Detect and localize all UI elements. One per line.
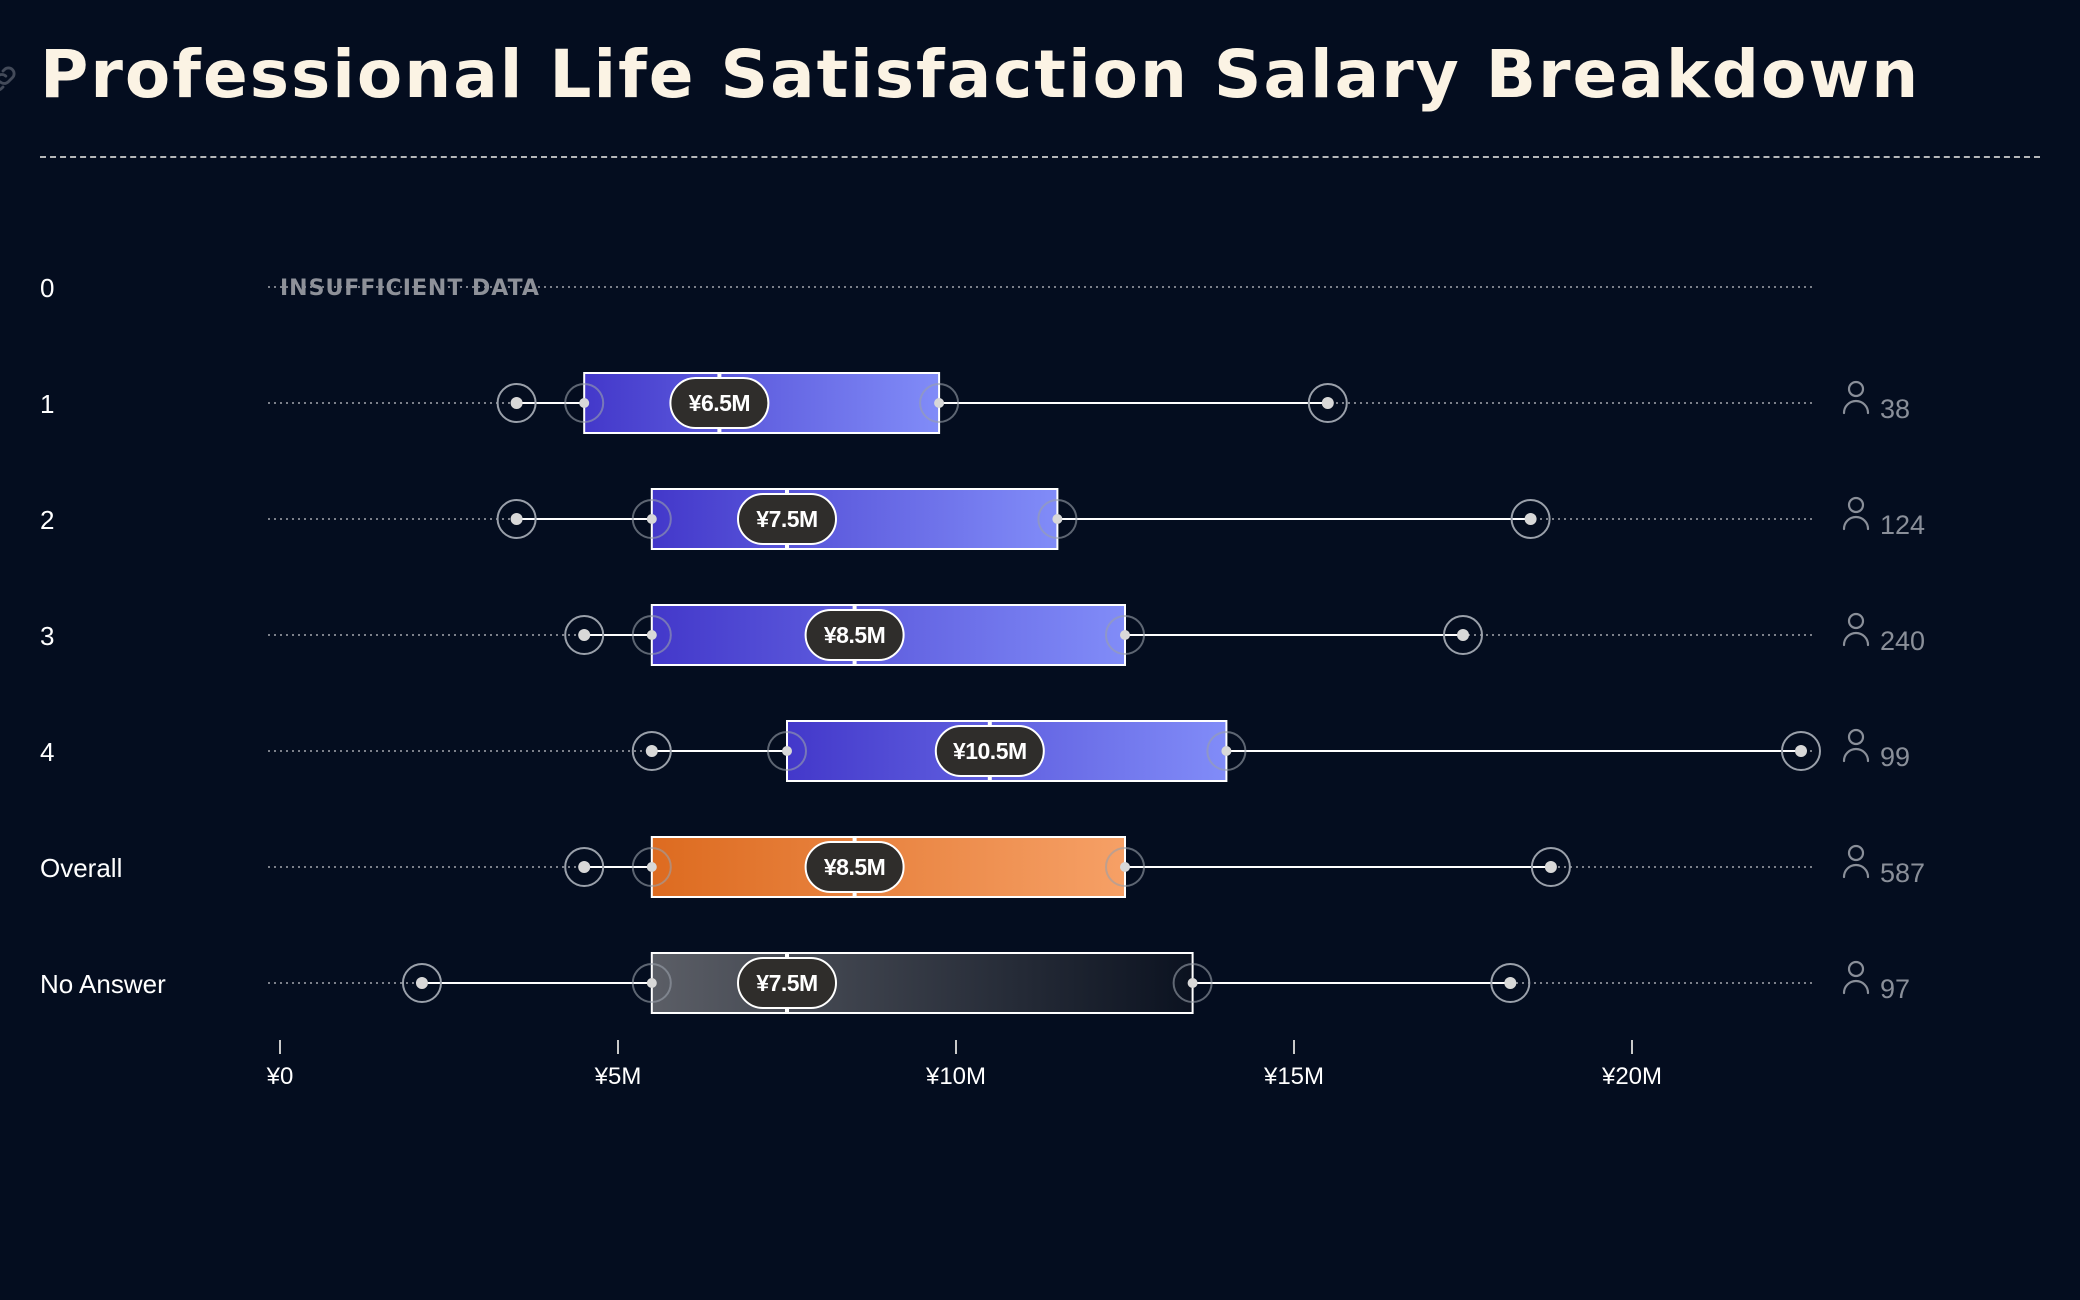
median-value-label: ¥6.5M <box>689 390 750 416</box>
box-row-overall: Overall ¥8.5M 587 <box>40 836 1925 898</box>
respondent-count: 124 <box>1880 510 1925 540</box>
box-row-1: 1 ¥6.5M 38 <box>40 372 1910 434</box>
count-group: 124 <box>1842 496 1925 540</box>
respondent-count: 38 <box>1880 394 1910 424</box>
max-marker <box>1307 383 1348 423</box>
respondent-count: 97 <box>1880 974 1910 1004</box>
x-tick-label: ¥20M <box>1601 1063 1662 1090</box>
category-label: 3 <box>40 621 54 651</box>
min-marker <box>496 499 537 539</box>
q3-marker <box>1105 847 1145 887</box>
category-label: Overall <box>40 853 122 883</box>
person-icon <box>1842 496 1870 531</box>
title-divider <box>40 156 2040 158</box>
min-marker <box>564 847 605 887</box>
max-marker <box>1530 847 1571 887</box>
category-label: 2 <box>40 505 54 535</box>
person-icon <box>1842 728 1870 763</box>
count-group: 97 <box>1842 960 1910 1004</box>
median-value-label: ¥8.5M <box>824 622 885 648</box>
count-group: 587 <box>1842 844 1925 888</box>
iqr-box <box>650 488 1059 550</box>
max-marker <box>1490 963 1531 1003</box>
q1-marker <box>631 963 672 1003</box>
person-icon <box>1842 380 1870 415</box>
x-tick-label: ¥5M <box>594 1063 642 1090</box>
person-icon <box>1842 612 1870 647</box>
x-tick-label: ¥0 <box>266 1063 294 1090</box>
median-pill: ¥6.5M <box>669 377 770 429</box>
box-row-0: 0 INSUFFICIENT DATA <box>40 273 1812 303</box>
insufficient-data-label: INSUFFICIENT DATA <box>280 276 540 301</box>
q3-marker <box>1172 963 1213 1003</box>
page-title: Professional Life Satisfaction Salary Br… <box>40 36 1921 113</box>
median-pill: ¥7.5M <box>737 493 837 545</box>
min-marker <box>564 615 605 655</box>
count-group: 38 <box>1842 380 1910 424</box>
q1-marker <box>631 499 672 539</box>
category-label: 1 <box>40 389 54 419</box>
count-group: 240 <box>1842 612 1925 656</box>
rows-layer: 0 INSUFFICIENT DATA 1 ¥6.5M 38 2 ¥7.5M 124 3 ¥8.5… <box>40 273 1925 1014</box>
respondent-count: 587 <box>1880 858 1925 888</box>
max-marker <box>1510 499 1551 539</box>
q3-marker <box>1037 499 1078 539</box>
median-pill: ¥8.5M <box>804 609 905 661</box>
q1-marker <box>564 383 605 423</box>
category-label: No Answer <box>40 969 166 999</box>
median-pill: ¥8.5M <box>804 841 905 893</box>
person-icon <box>1842 844 1870 879</box>
median-value-label: ¥10.5M <box>953 738 1027 764</box>
min-marker <box>496 383 537 423</box>
count-group: 99 <box>1842 728 1910 772</box>
link-icon <box>0 66 16 92</box>
q3-marker <box>1206 731 1247 771</box>
min-marker <box>631 731 672 771</box>
box-row-2: 2 ¥7.5M 124 <box>40 488 1925 550</box>
person-icon <box>1842 960 1870 995</box>
median-pill: ¥10.5M <box>934 725 1045 777</box>
q1-marker <box>767 731 807 771</box>
q1-marker <box>631 847 672 887</box>
max-marker <box>1781 731 1821 771</box>
min-marker <box>401 963 442 1003</box>
median-value-label: ¥7.5M <box>756 970 817 996</box>
iqr-box <box>650 952 1194 1014</box>
q3-marker <box>1105 615 1145 655</box>
x-axis: ¥0 ¥5M ¥10M ¥15M ¥20M <box>266 1040 1662 1090</box>
median-value-label: ¥7.5M <box>756 506 817 532</box>
respondent-count: 240 <box>1880 626 1925 656</box>
q1-marker <box>631 615 672 655</box>
category-label: 0 <box>40 273 54 303</box>
q3-marker <box>919 383 960 423</box>
median-value-label: ¥8.5M <box>824 854 885 880</box>
box-row-no-answer: No Answer ¥7.5M 97 <box>40 952 1910 1014</box>
x-tick-label: ¥10M <box>925 1063 986 1090</box>
max-marker <box>1443 615 1483 655</box>
respondent-count: 99 <box>1880 742 1910 772</box>
box-row-4: 4 ¥10.5M 99 <box>40 720 1910 782</box>
x-tick-label: ¥15M <box>1263 1063 1324 1090</box>
category-label: 4 <box>40 737 54 767</box>
median-pill: ¥7.5M <box>737 957 837 1009</box>
box-row-3: 3 ¥8.5M 240 <box>40 604 1925 666</box>
